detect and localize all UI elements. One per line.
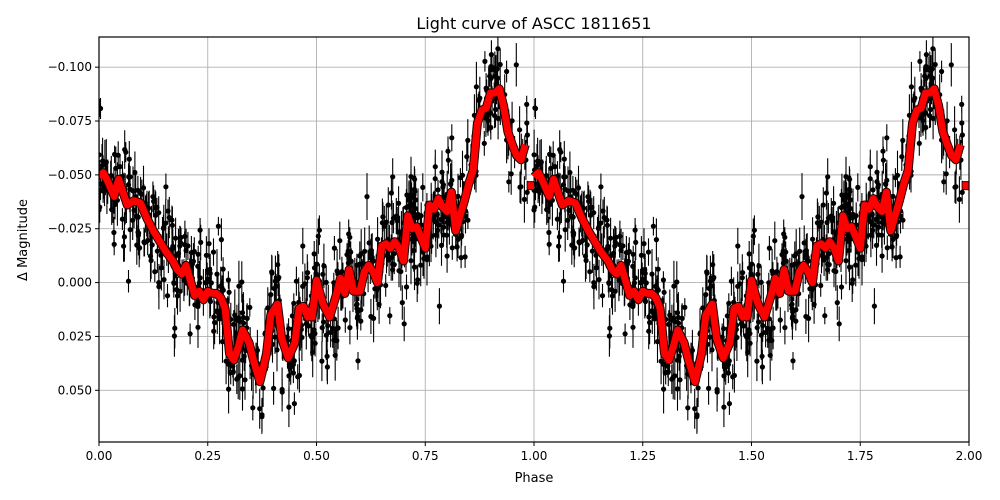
y-tick-label: 0.025 (58, 329, 92, 343)
x-tick-label: 1.00 (521, 449, 548, 463)
y-tick-label: −0.075 (48, 114, 92, 128)
y-tick-label: −0.100 (48, 60, 92, 74)
y-axis-ticks: −0.100 −0.075 −0.050 −0.025 0.000 0.025 0.050 (48, 60, 99, 397)
x-tick-label: 0.00 (86, 449, 113, 463)
binned-mean-curve (99, 84, 969, 387)
x-tick-label: 1.75 (847, 449, 874, 463)
x-tick-label: 0.75 (412, 449, 439, 463)
y-tick-label: 0.000 (58, 276, 92, 290)
y-axis-label: Δ Magnitude (16, 199, 31, 281)
x-tick-label: 1.50 (738, 449, 765, 463)
chart-title: Light curve of ASCC 1811651 (416, 14, 651, 33)
x-axis-ticks: 0.00 0.25 0.50 0.75 1.00 1.25 1.50 1.75 2.00 (86, 442, 983, 463)
y-tick-label: 0.050 (58, 383, 92, 397)
x-tick-label: 0.25 (194, 449, 221, 463)
x-axis-label: Phase (515, 471, 554, 486)
y-tick-label: −0.025 (48, 222, 92, 236)
x-tick-label: 1.25 (629, 449, 656, 463)
y-tick-label: −0.050 (48, 168, 92, 182)
x-tick-label: 2.00 (956, 449, 983, 463)
x-tick-label: 0.50 (303, 449, 330, 463)
